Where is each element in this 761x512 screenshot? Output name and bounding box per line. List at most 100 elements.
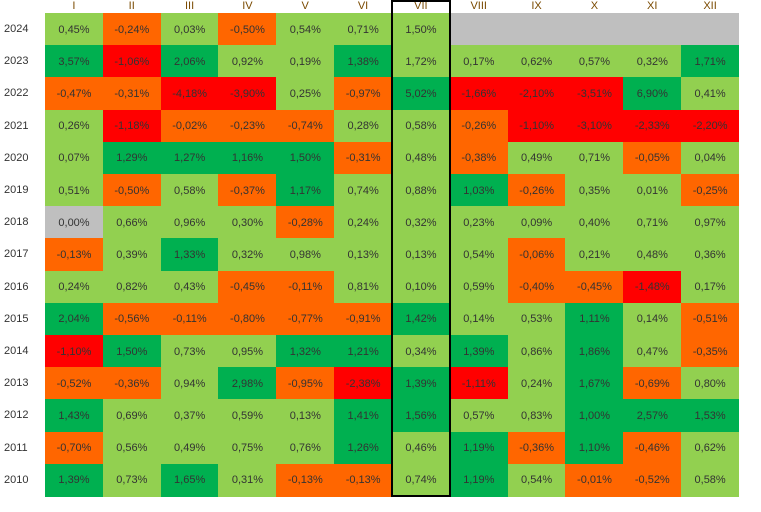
heatmap-cell: 1,56%: [391, 399, 450, 433]
heatmap-cell: -0,51%: [681, 302, 740, 336]
month-header: IV: [242, 0, 253, 12]
heatmap-cell: [623, 13, 682, 46]
heatmap-cell: -0,70%: [45, 431, 103, 465]
heatmap-cell: 1,19%: [449, 431, 508, 465]
heatmap-cell: -0,45%: [565, 270, 624, 304]
heatmap-cell: 1,11%: [565, 302, 624, 336]
heatmap-cell: 0,54%: [276, 13, 335, 46]
heatmap-cell: -0,28%: [276, 206, 335, 240]
heatmap-cell: 1,72%: [391, 45, 450, 79]
heatmap-cell: 1,39%: [391, 367, 450, 401]
heatmap-cell: 0,98%: [276, 238, 335, 272]
heatmap-cell: 1,27%: [160, 141, 219, 175]
heatmap-cell: 6,90%: [623, 77, 682, 111]
heatmap-cell: -0,80%: [218, 302, 277, 336]
heatmap-cell: 0,09%: [507, 206, 566, 240]
heatmap-cell: -0,50%: [218, 13, 277, 46]
heatmap-cell: 0,32%: [391, 206, 450, 240]
heatmap-cell: 0,71%: [334, 13, 393, 46]
heatmap-cell: 1,21%: [334, 335, 393, 368]
heatmap-cell: 1,38%: [334, 45, 393, 79]
heatmap-cell: [681, 13, 740, 46]
heatmap-cell: 0,62%: [507, 45, 566, 79]
heatmap-cell: 1,42%: [391, 302, 450, 336]
heatmap-cell: 1,50%: [102, 335, 161, 368]
heatmap-cell: 0,56%: [102, 431, 161, 465]
heatmap-cell: -0,40%: [507, 270, 566, 304]
heatmap-cell: 1,86%: [565, 335, 624, 368]
heatmap-cell: -0,50%: [102, 174, 161, 207]
heatmap-cell: -0,05%: [623, 141, 682, 175]
heatmap-cell: -0,47%: [45, 77, 103, 111]
month-header: IX: [531, 0, 542, 12]
month-header: VIII: [470, 0, 487, 12]
heatmap-cell: -0,38%: [449, 141, 508, 175]
heatmap-cell: 0,17%: [449, 45, 508, 79]
heatmap-cell: -2,20%: [681, 109, 740, 143]
month-header: V: [301, 0, 309, 12]
heatmap-cell: 2,04%: [45, 302, 103, 336]
heatmap-cell: 0,37%: [160, 399, 219, 433]
heatmap-cell: 1,50%: [276, 141, 335, 175]
year-label: 2013: [4, 377, 29, 390]
heatmap-cell: 0,23%: [449, 206, 508, 240]
heatmap-cell: -1,06%: [102, 45, 161, 79]
heatmap-cell: 0,46%: [391, 431, 450, 465]
heatmap-cell: 0,62%: [681, 431, 740, 465]
heatmap-cell: 0,01%: [623, 174, 682, 207]
month-header: III: [184, 0, 195, 12]
heatmap-cell: 0,94%: [160, 367, 219, 401]
heatmap-cell: 0,19%: [276, 45, 335, 79]
heatmap-cell: 0,17%: [681, 270, 740, 304]
heatmap-cell: 0,59%: [218, 399, 277, 433]
heatmap-cell: 1,16%: [218, 141, 277, 175]
heatmap-cell: 0,57%: [565, 45, 624, 79]
heatmap-cell: 1,39%: [45, 463, 103, 497]
heatmap-cell: 2,98%: [218, 367, 277, 401]
heatmap-cell: 1,29%: [102, 141, 161, 175]
heatmap-cell: -0,52%: [45, 367, 103, 401]
heatmap-cell: 0,73%: [160, 335, 219, 368]
heatmap-cell: 0,40%: [565, 206, 624, 240]
heatmap-cell: 0,03%: [160, 13, 219, 46]
heatmap-cell: 5,02%: [391, 77, 450, 111]
heatmap-cell: -2,38%: [334, 367, 393, 401]
heatmap-cell: -4,18%: [160, 77, 219, 111]
year-label: 2010: [4, 473, 29, 486]
heatmap-cell: 1,33%: [160, 238, 219, 272]
heatmap-cell: 0,73%: [102, 463, 161, 497]
heatmap-cell: -0,11%: [160, 302, 219, 336]
heatmap-cell: [565, 13, 624, 46]
heatmap-cell: 0,58%: [160, 174, 219, 207]
heatmap-cell: 0,28%: [334, 109, 393, 143]
month-header: VI: [357, 0, 369, 12]
heatmap-cell: 0,69%: [102, 399, 161, 433]
heatmap-cell: 0,25%: [276, 77, 335, 111]
heatmap-cell: 1,10%: [565, 431, 624, 465]
heatmap-cell: -0,06%: [507, 238, 566, 272]
year-label: 2024: [4, 23, 29, 36]
year-label: 2018: [4, 216, 29, 229]
heatmap-cell: 0,88%: [391, 174, 450, 207]
heatmap-cell: -0,13%: [45, 238, 103, 272]
heatmap-cell: -0,23%: [218, 109, 277, 143]
heatmap-cell: 0,13%: [391, 238, 450, 272]
month-header: VII: [414, 0, 428, 12]
heatmap-cell: 0,10%: [391, 270, 450, 304]
heatmap-cell: -0,13%: [276, 463, 335, 497]
heatmap-cell: 2,06%: [160, 45, 219, 79]
heatmap-cell: 0,82%: [102, 270, 161, 304]
heatmap-cell: 0,47%: [623, 335, 682, 368]
heatmap-cell: 1,41%: [334, 399, 393, 433]
heatmap-cell: 0,86%: [507, 335, 566, 368]
heatmap-cell: -3,90%: [218, 77, 277, 111]
heatmap-cell: 0,34%: [391, 335, 450, 368]
month-header: I: [72, 0, 76, 12]
heatmap-cell: -0,31%: [334, 141, 393, 175]
heatmap-cell: 1,26%: [334, 431, 393, 465]
year-label: 2014: [4, 345, 29, 358]
heatmap-cell: 1,71%: [681, 45, 740, 79]
heatmap-cell: -0,13%: [334, 463, 393, 497]
heatmap-cell: [507, 13, 566, 46]
heatmap-cell: -0,35%: [681, 335, 740, 368]
